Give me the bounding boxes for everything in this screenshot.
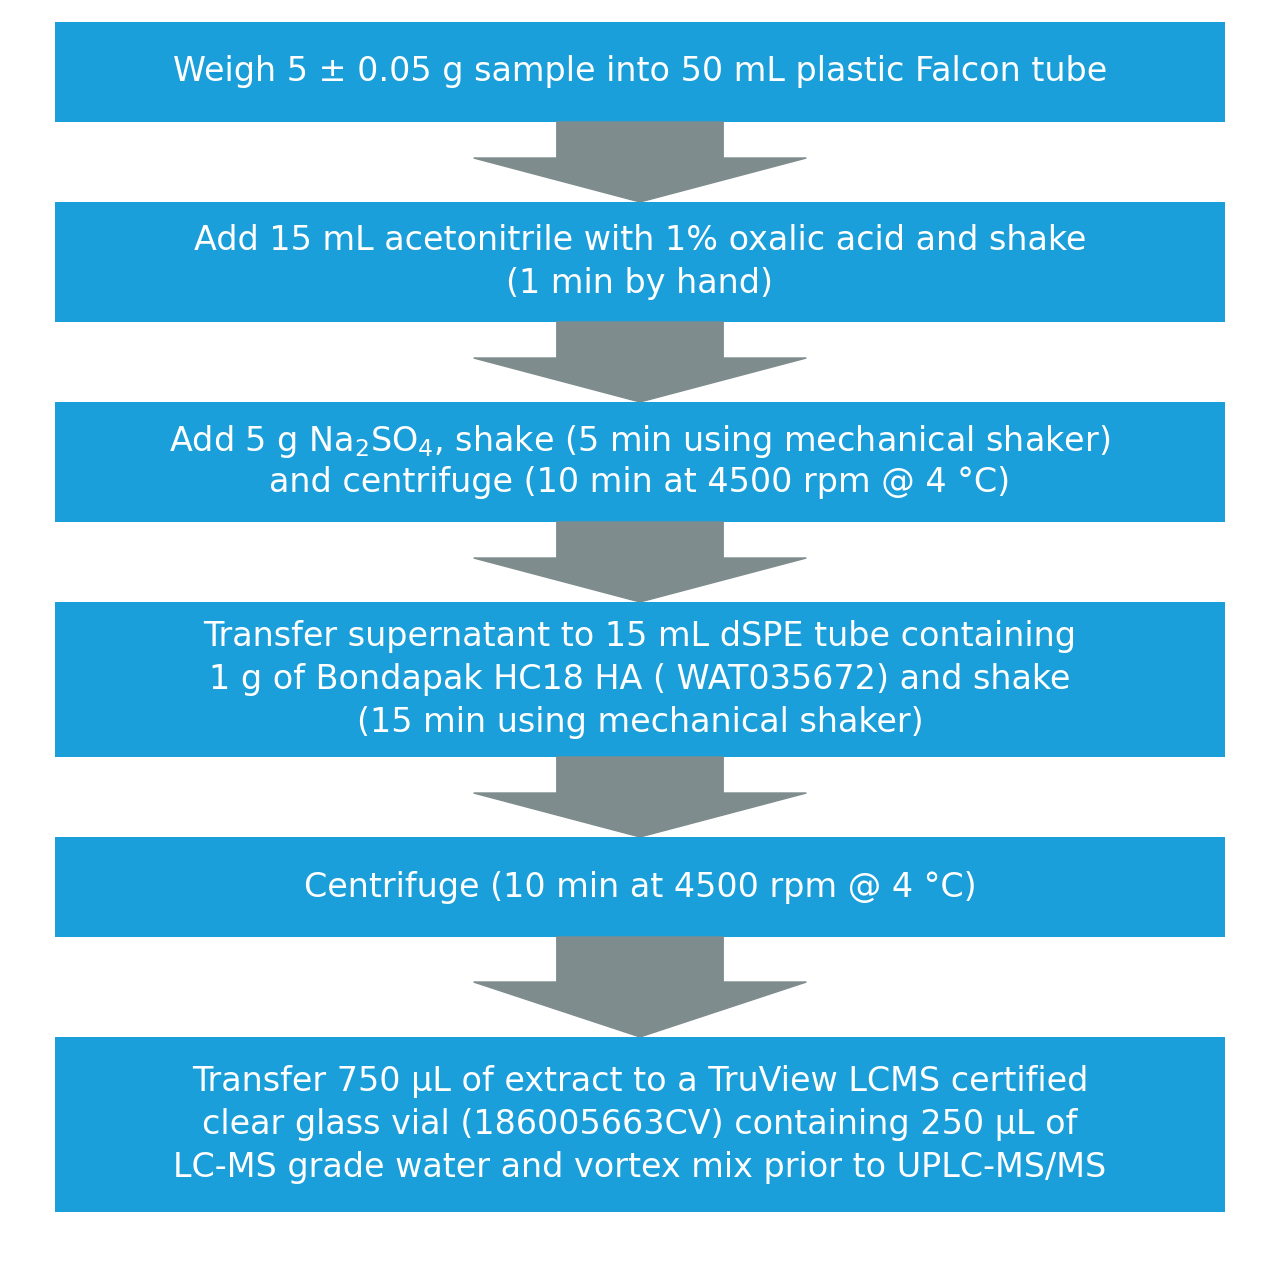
Text: Transfer supernatant to 15 mL dSPE tube containing
1 g of Bondapak HC18 HA ( WAT: Transfer supernatant to 15 mL dSPE tube … (204, 620, 1076, 740)
Bar (55, 837, 1225, 936)
Polygon shape (474, 322, 806, 403)
Bar (55, 21, 1225, 122)
Text: Weigh 5 ± 0.05 g sample into 50 mL plastic Falcon tube: Weigh 5 ± 0.05 g sample into 50 mL plast… (173, 56, 1107, 88)
Text: and centrifuge (10 min at 4500 rpm @ 4 °C): and centrifuge (10 min at 4500 rpm @ 4 °… (269, 466, 1011, 498)
Bar (55, 1037, 1225, 1212)
Polygon shape (474, 122, 806, 202)
Polygon shape (474, 936, 806, 1037)
Text: Add 15 mL acetonitrile with 1% oxalic acid and shake
(1 min by hand): Add 15 mL acetonitrile with 1% oxalic ac… (193, 223, 1087, 300)
Bar (55, 602, 1225, 757)
Text: Add 5 g Na$_2$SO$_4$, shake (5 min using mechanical shaker): Add 5 g Na$_2$SO$_4$, shake (5 min using… (169, 423, 1111, 461)
Polygon shape (474, 522, 806, 602)
Text: Transfer 750 μL of extract to a TruView LCMS certified
clear glass vial (1860056: Transfer 750 μL of extract to a TruView … (173, 1065, 1107, 1185)
Polygon shape (474, 757, 806, 837)
Text: Centrifuge (10 min at 4500 rpm @ 4 °C): Centrifuge (10 min at 4500 rpm @ 4 °C) (303, 871, 977, 904)
Bar (55, 403, 1225, 522)
Bar (55, 202, 1225, 322)
